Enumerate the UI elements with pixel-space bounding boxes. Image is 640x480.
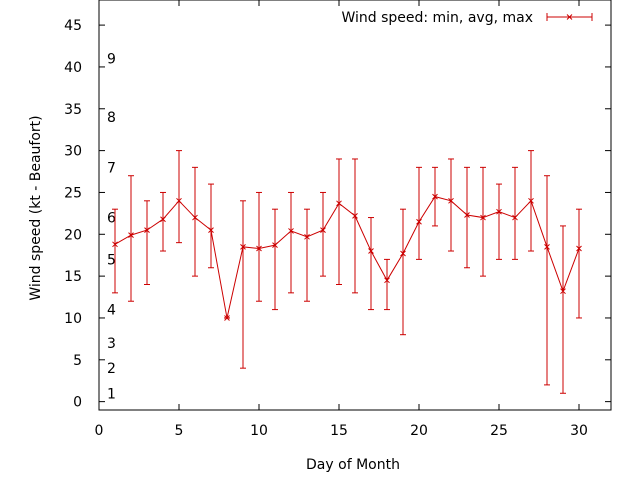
data-point <box>544 243 550 250</box>
data-point <box>464 212 470 218</box>
data-point <box>448 197 454 204</box>
data-point <box>320 227 326 233</box>
plot-frame <box>98 0 612 411</box>
x-tick-label: 5 <box>175 423 184 439</box>
beaufort-label: 1 <box>107 386 116 402</box>
x-axis-label: Day of Month <box>306 457 400 473</box>
data-point <box>240 243 246 250</box>
x-tick-label: 25 <box>490 423 508 439</box>
beaufort-label: 4 <box>107 303 116 319</box>
data-point <box>432 193 438 200</box>
y-tick-label: 45 <box>64 18 82 34</box>
data-point <box>352 213 358 219</box>
y-tick-label: 5 <box>73 353 82 369</box>
data-point <box>128 232 134 238</box>
beaufort-label: 2 <box>107 361 116 377</box>
y-tick-label: 10 <box>64 311 82 327</box>
y-axis-label: Wind speed (kt - Beaufort) <box>28 115 44 300</box>
data-series <box>112 150 582 394</box>
data-point <box>384 277 390 284</box>
data-point <box>512 214 518 221</box>
beaufort-label: 3 <box>107 336 116 352</box>
beaufort-scale-labels: 1 2 3 4 5 6 7 8 9 <box>107 52 116 403</box>
data-point <box>336 200 342 207</box>
legend: Wind speed: min, avg, max <box>341 10 593 26</box>
data-point <box>272 242 278 249</box>
data-point <box>496 208 502 215</box>
y-tick-label: 35 <box>64 102 82 118</box>
data-point <box>576 245 582 252</box>
data-point <box>560 288 566 295</box>
data-point <box>176 197 182 204</box>
avg-line <box>114 196 580 319</box>
beaufort-label: 9 <box>107 52 116 68</box>
data-point <box>192 214 198 221</box>
data-point <box>528 197 534 204</box>
legend-label: Wind speed: min, avg, max <box>341 10 533 26</box>
beaufort-label: 7 <box>107 160 116 176</box>
x-tick-label: 0 <box>95 423 104 439</box>
data-point <box>256 245 262 252</box>
data-point <box>416 218 422 225</box>
data-point <box>208 227 214 233</box>
y-tick-label: 25 <box>64 185 82 201</box>
x-tick-label: 30 <box>570 423 588 439</box>
data-point <box>368 248 374 254</box>
y-tick-label: 20 <box>64 227 82 243</box>
beaufort-label: 8 <box>107 110 116 126</box>
data-point <box>288 228 294 234</box>
y-tick-label: 40 <box>64 60 82 76</box>
data-point <box>112 241 118 248</box>
data-point <box>304 233 310 240</box>
y-tick-label: 30 <box>64 144 82 160</box>
y-tick-label: 15 <box>64 269 82 285</box>
data-point <box>480 214 486 221</box>
legend-line-sample <box>546 13 593 21</box>
data-point <box>144 227 150 233</box>
x-tick-label: 20 <box>410 423 428 439</box>
legend-marker <box>566 14 573 20</box>
beaufort-label: 6 <box>107 211 116 227</box>
data-point <box>224 315 230 321</box>
beaufort-label: 5 <box>107 252 116 268</box>
data-point <box>400 250 406 257</box>
x-tick-label: 15 <box>330 423 348 439</box>
y-tick-label: 0 <box>73 395 82 411</box>
data-point <box>160 216 166 223</box>
x-tick-label: 10 <box>250 423 268 439</box>
